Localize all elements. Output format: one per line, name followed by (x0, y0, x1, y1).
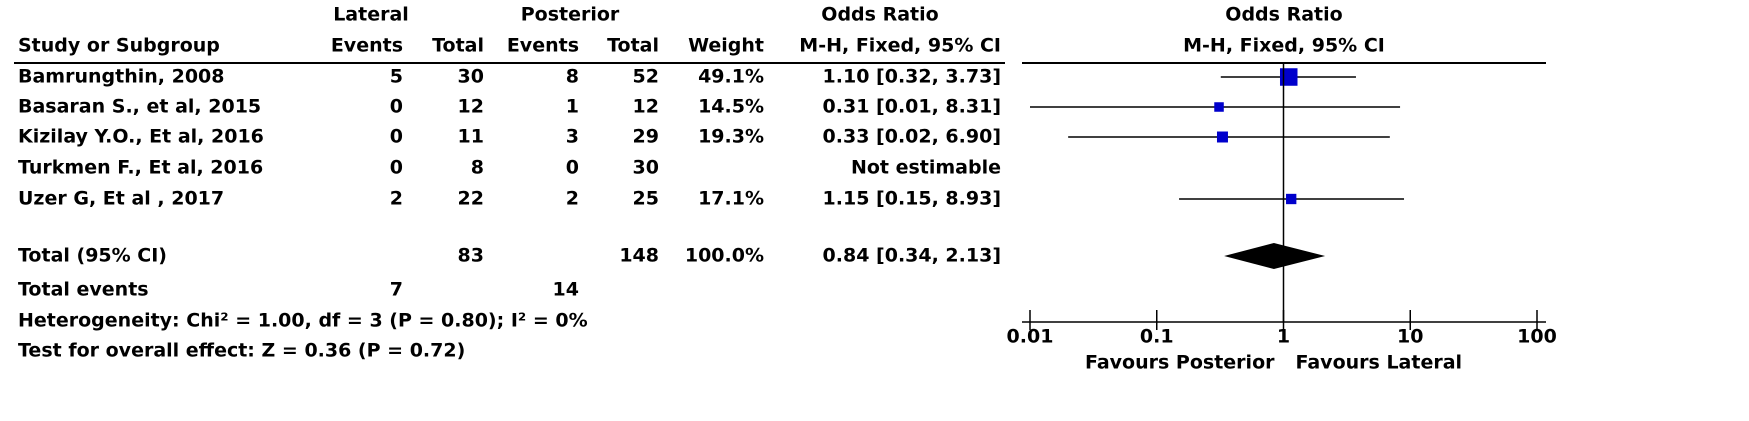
study-name: Basaran S., et al, 2015 (18, 96, 261, 118)
or-label: 1.10 [0.32, 3.73] (823, 66, 1001, 88)
column-header: Total (607, 35, 659, 57)
cell: 30 (458, 66, 484, 88)
cell: 0 (390, 126, 403, 148)
cell: 2 (566, 188, 579, 210)
or-label: 0.84 [0.34, 2.13] (823, 245, 1001, 267)
x-label-right: Favours Lateral (1296, 352, 1463, 374)
x-tick-label: 0.1 (1140, 326, 1174, 348)
column-header: Total (432, 35, 484, 57)
cell: 14 (553, 279, 579, 301)
column-header: Weight (688, 35, 764, 57)
cell: 0 (566, 157, 579, 179)
study-name: Turkmen F., Et al, 2016 (18, 157, 263, 179)
cell: 0 (390, 96, 403, 118)
column-header: Odds Ratio (821, 4, 938, 26)
cell: 25 (633, 188, 659, 210)
or-label: Not estimable (851, 157, 1001, 179)
weight-label: 49.1% (698, 66, 764, 88)
weight-label: 19.3% (698, 126, 764, 148)
cell: 11 (458, 126, 484, 148)
effect-square (1286, 193, 1297, 205)
group-header: Posterior (521, 4, 620, 26)
x-label-left: Favours Posterior (1085, 352, 1275, 374)
cell: 30 (633, 157, 659, 179)
cell: 83 (458, 245, 484, 267)
overall-effect: Test for overall effect: Z = 0.36 (P = 0… (18, 340, 465, 362)
weight-label: 14.5% (698, 96, 764, 118)
heterogeneity: Heterogeneity: Chi² = 1.00, df = 3 (P = … (18, 310, 588, 332)
study-name: Kizilay Y.O., Et al, 2016 (18, 126, 264, 148)
x-tick-label: 100 (1517, 326, 1557, 348)
cell: 0 (390, 157, 403, 179)
study-name: Bamrungthin, 2008 (18, 66, 225, 88)
column-header: Events (507, 35, 579, 57)
x-tick-label: 0.01 (1007, 326, 1054, 348)
x-tick-label: 10 (1397, 326, 1423, 348)
summary-diamond (1224, 243, 1326, 269)
or-label: 0.31 [0.01, 8.31] (823, 96, 1001, 118)
column-header: Study or Subgroup (18, 35, 220, 57)
plot-title: M-H, Fixed, 95% CI (1183, 35, 1385, 57)
cell: 12 (633, 96, 659, 118)
cell: 52 (633, 66, 659, 88)
weight-label: 100.0% (685, 245, 764, 267)
cell: 12 (458, 96, 484, 118)
total-name: Total (95% CI) (18, 245, 167, 267)
x-tick-label: 1 (1277, 326, 1290, 348)
cell: 1 (566, 96, 579, 118)
column-header: Events (331, 35, 403, 57)
cell: 148 (619, 245, 659, 267)
cell: 5 (390, 66, 403, 88)
cell: 29 (633, 126, 659, 148)
or-label: 1.15 [0.15, 8.93] (823, 188, 1001, 210)
cell: 7 (390, 279, 403, 301)
group-header: Lateral (333, 4, 409, 26)
cell: 8 (471, 157, 484, 179)
effect-square (1279, 68, 1298, 86)
study-name: Uzer G, Et al , 2017 (18, 188, 224, 210)
cell: 8 (566, 66, 579, 88)
effect-square (1216, 131, 1228, 143)
cell: 22 (458, 188, 484, 210)
weight-label: 17.1% (698, 188, 764, 210)
column-header: M-H, Fixed, 95% CI (799, 35, 1001, 57)
cell: 2 (390, 188, 403, 210)
effect-square (1214, 102, 1224, 112)
plot-title: Odds Ratio (1225, 4, 1342, 26)
total-events-name: Total events (18, 279, 149, 301)
cell: 3 (566, 126, 579, 148)
or-label: 0.33 [0.02, 6.90] (823, 126, 1001, 148)
